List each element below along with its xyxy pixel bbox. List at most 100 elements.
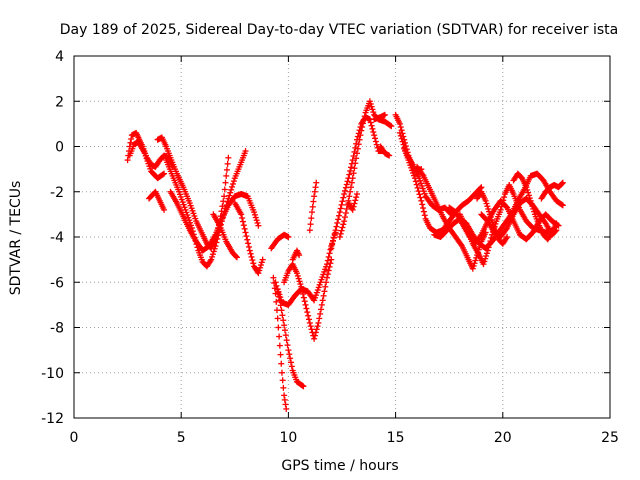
data-point	[279, 377, 286, 384]
data-point	[388, 123, 395, 130]
data-point	[249, 257, 256, 264]
data-point	[314, 323, 321, 330]
data-point	[307, 323, 314, 330]
data-point	[327, 260, 334, 267]
data-point	[483, 200, 490, 207]
data-point	[322, 283, 329, 290]
data-point	[248, 253, 255, 260]
data-point	[528, 200, 535, 207]
data-point	[273, 298, 280, 305]
data-point	[255, 270, 262, 277]
data-point	[300, 294, 307, 301]
data-point	[127, 139, 134, 146]
data-point	[211, 245, 218, 252]
data-point	[274, 286, 281, 293]
data-point	[368, 103, 375, 110]
data-point	[233, 254, 240, 261]
data-point	[344, 178, 351, 185]
data-point	[313, 179, 320, 186]
data-point	[259, 256, 266, 263]
data-point	[219, 203, 226, 210]
data-point	[305, 316, 312, 323]
data-point	[288, 363, 295, 370]
data-point	[270, 274, 277, 281]
y-tick-label: -10	[41, 366, 64, 382]
data-point	[485, 205, 492, 212]
data-point	[239, 218, 246, 225]
data-point	[319, 297, 326, 304]
data-point	[294, 272, 301, 279]
data-point	[341, 191, 348, 198]
data-point	[481, 258, 488, 265]
y-tick-label: -2	[50, 185, 64, 201]
data-point	[413, 181, 420, 188]
y-tick-label: -12	[41, 411, 64, 427]
data-point	[213, 239, 220, 246]
data-point	[527, 197, 534, 204]
data-point	[396, 120, 403, 127]
data-point	[299, 287, 306, 294]
data-point	[312, 329, 319, 336]
data-point	[347, 188, 354, 195]
data-point	[315, 319, 322, 326]
data-point	[530, 205, 537, 212]
data-point	[221, 193, 228, 200]
data-point	[334, 219, 341, 226]
data-point	[310, 198, 317, 205]
data-point	[487, 214, 494, 221]
data-point	[275, 288, 282, 295]
data-point	[501, 194, 508, 201]
data-point	[223, 172, 230, 179]
data-point	[487, 238, 494, 245]
y-tick-label: 0	[55, 140, 64, 156]
data-point	[349, 175, 356, 182]
data-point	[221, 186, 228, 193]
data-point	[257, 262, 264, 269]
data-point	[335, 212, 342, 219]
data-point	[222, 179, 229, 186]
data-point	[421, 212, 428, 219]
data-point	[303, 305, 310, 312]
data-point	[417, 194, 424, 201]
data-point	[484, 247, 491, 254]
data-point	[372, 135, 379, 142]
data-point	[397, 132, 404, 139]
data-point	[208, 256, 215, 263]
data-point	[210, 248, 217, 255]
data-point	[371, 132, 378, 139]
data-point	[278, 296, 285, 303]
data-point	[360, 120, 367, 127]
data-point	[472, 257, 479, 264]
data-point	[366, 98, 373, 105]
data-point	[525, 192, 532, 199]
data-point	[324, 271, 331, 278]
data-point	[354, 150, 361, 157]
data-point	[420, 208, 427, 215]
data-point	[339, 224, 346, 231]
data-point	[354, 145, 361, 152]
data-point	[295, 275, 302, 282]
x-tick-label: 20	[494, 430, 512, 446]
x-axis-label: GPS time / hours	[281, 458, 398, 474]
data-point	[416, 191, 423, 198]
data-point	[281, 322, 288, 329]
data-point	[335, 216, 342, 223]
data-point	[353, 194, 360, 201]
data-point	[301, 298, 308, 305]
data-point	[278, 307, 285, 314]
y-tick-label: -8	[50, 321, 64, 337]
data-point	[503, 226, 510, 233]
data-point	[480, 261, 487, 268]
data-point	[336, 209, 343, 216]
data-point	[328, 245, 335, 252]
data-point	[128, 135, 135, 142]
data-point	[258, 259, 265, 266]
chart-title: Day 189 of 2025, Sidereal Day-to-day VTE…	[60, 22, 618, 38]
data-point	[342, 214, 349, 221]
data-point	[367, 119, 374, 126]
data-point	[331, 230, 338, 237]
data-point	[306, 319, 313, 326]
data-point	[309, 203, 316, 210]
data-point	[240, 222, 247, 229]
